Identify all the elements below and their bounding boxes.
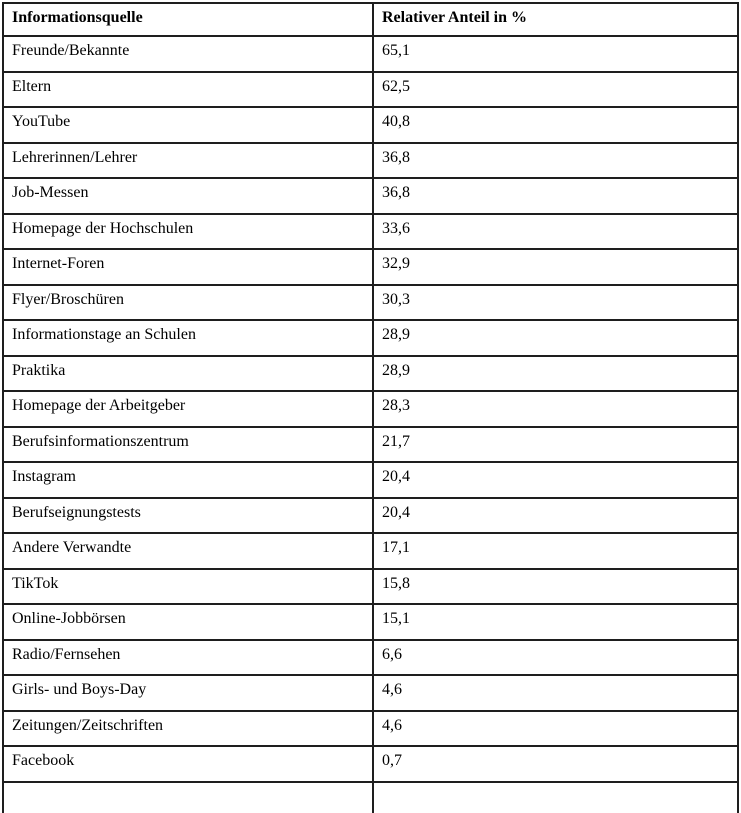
cell-source: Job-Messen <box>2 177 374 215</box>
header-cell-source: Informationsquelle <box>2 2 374 37</box>
table-row: TikTok 15,8 <box>2 567 739 605</box>
table-row: Facebook 0,7 <box>2 745 739 783</box>
table-header: Informationsquelle Relativer Anteil in % <box>2 2 739 37</box>
cell-source: Berufsinformationszentrum <box>2 425 374 463</box>
cell-value: 15,1 <box>372 603 739 641</box>
cell-value: 36,8 <box>372 141 739 179</box>
cell-value: 65,1 <box>372 35 739 73</box>
cell-source: Praktika <box>2 354 374 392</box>
clipped-cell <box>372 780 739 813</box>
cell-value: 15,8 <box>372 567 739 605</box>
table-row: Eltern 62,5 <box>2 70 739 108</box>
cell-value: 4,6 <box>372 674 739 712</box>
table-row: Freunde/Bekannte 65,1 <box>2 35 739 73</box>
table-row: Homepage der Arbeitgeber 28,3 <box>2 390 739 428</box>
table-row: Internet-Foren 32,9 <box>2 248 739 286</box>
header-cell-value: Relativer Anteil in % <box>372 2 739 37</box>
clipped-partial-row <box>2 780 739 813</box>
table-row: Girls- und Boys-Day 4,6 <box>2 674 739 712</box>
table-row: Radio/Fernsehen 6,6 <box>2 638 739 676</box>
cell-value: 62,5 <box>372 70 739 108</box>
table-row: Berufsinformationszentrum 21,7 <box>2 425 739 463</box>
header-row: Informationsquelle Relativer Anteil in % <box>2 2 739 37</box>
cell-value: 0,7 <box>372 745 739 783</box>
cell-source: YouTube <box>2 106 374 144</box>
cell-value: 21,7 <box>372 425 739 463</box>
cell-value: 6,6 <box>372 638 739 676</box>
table-body: Freunde/Bekannte 65,1 Eltern 62,5 YouTube 40,… <box>2 35 739 813</box>
cell-source: Freunde/Bekannte <box>2 35 374 73</box>
cell-source: Flyer/Broschüren <box>2 283 374 321</box>
table-row: Job-Messen 36,8 <box>2 177 739 215</box>
cell-value: 40,8 <box>372 106 739 144</box>
cell-value: 17,1 <box>372 532 739 570</box>
cell-source: Andere Verwandte <box>2 532 374 570</box>
cell-value: 36,8 <box>372 177 739 215</box>
cell-source: Informationstage an Schulen <box>2 319 374 357</box>
cell-source: Zeitungen/Zeitschriften <box>2 709 374 747</box>
cell-source: Radio/Fernsehen <box>2 638 374 676</box>
cell-source: Internet-Foren <box>2 248 374 286</box>
cell-value: 4,6 <box>372 709 739 747</box>
table-row: Praktika 28,9 <box>2 354 739 392</box>
cell-source: Homepage der Arbeitgeber <box>2 390 374 428</box>
cell-source: Eltern <box>2 70 374 108</box>
cell-source: Instagram <box>2 461 374 499</box>
cell-value: 28,9 <box>372 319 739 357</box>
table-row: Andere Verwandte 17,1 <box>2 532 739 570</box>
table-row: Berufseignungstests 20,4 <box>2 496 739 534</box>
cell-value: 30,3 <box>372 283 739 321</box>
table-row: Instagram 20,4 <box>2 461 739 499</box>
table-row: Online-Jobbörsen 15,1 <box>2 603 739 641</box>
cell-source: Berufseignungstests <box>2 496 374 534</box>
table-row: Informationstage an Schulen 28,9 <box>2 319 739 357</box>
cell-value: 20,4 <box>372 496 739 534</box>
table-row: Flyer/Broschüren 30,3 <box>2 283 739 321</box>
cell-value: 20,4 <box>372 461 739 499</box>
cell-source: Online-Jobbörsen <box>2 603 374 641</box>
clipped-cell <box>2 780 374 813</box>
cell-value: 32,9 <box>372 248 739 286</box>
cell-source: Facebook <box>2 745 374 783</box>
cell-value: 33,6 <box>372 212 739 250</box>
cell-source: Homepage der Hochschulen <box>2 212 374 250</box>
table-row: Homepage der Hochschulen 33,6 <box>2 212 739 250</box>
cell-source: Girls- und Boys-Day <box>2 674 374 712</box>
cell-source: Lehrerinnen/Lehrer <box>2 141 374 179</box>
cell-value: 28,3 <box>372 390 739 428</box>
cell-source: TikTok <box>2 567 374 605</box>
table-row: Lehrerinnen/Lehrer 36,8 <box>2 141 739 179</box>
table-row: YouTube 40,8 <box>2 106 739 144</box>
table-row: Zeitungen/Zeitschriften 4,6 <box>2 709 739 747</box>
cell-value: 28,9 <box>372 354 739 392</box>
